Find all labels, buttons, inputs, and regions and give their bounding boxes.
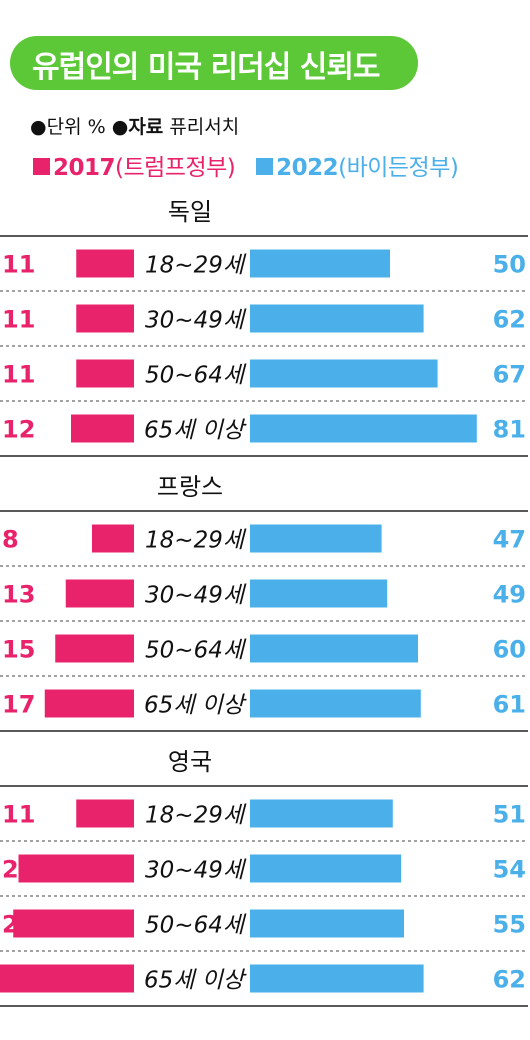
age-category-label: 30~49세 xyxy=(145,583,247,609)
value-label-2022: 81 xyxy=(493,416,526,444)
value-label-2017: 11 xyxy=(2,361,35,389)
value-label-2022: 55 xyxy=(493,911,526,939)
legend-item-2017: 2017(트럼프정부) xyxy=(33,155,242,181)
value-label-2022: 67 xyxy=(493,361,526,389)
bar-2022 xyxy=(250,909,404,938)
legend-swatch-2017 xyxy=(33,158,50,175)
bar-2017 xyxy=(55,634,134,663)
age-category-label: 50~64세 xyxy=(145,638,247,664)
value-label-2017: 11 xyxy=(2,251,35,279)
value-label-2017: 8 xyxy=(2,526,19,554)
bar-2017 xyxy=(76,249,134,278)
value-label-2017: 17 xyxy=(2,691,35,719)
value-label-2022: 51 xyxy=(493,801,526,829)
bar-2017 xyxy=(76,304,134,333)
value-label-2022: 62 xyxy=(493,306,526,334)
bar-2017 xyxy=(76,359,134,388)
bar-2022 xyxy=(250,634,418,663)
bar-2017 xyxy=(76,799,134,828)
value-label-2017: 11 xyxy=(2,801,35,829)
unit-label: 단위 xyxy=(46,116,82,138)
bar-2017 xyxy=(44,689,134,718)
age-category-label: 30~49세 xyxy=(145,858,247,884)
group-title: 영국 xyxy=(168,748,212,776)
value-label-2022: 60 xyxy=(493,636,526,664)
legend-swatch-2022 xyxy=(256,158,274,175)
age-category-label: 18~29세 xyxy=(145,528,247,554)
legend-note-2017: (트럼프정부) xyxy=(115,155,236,181)
source-value: 퓨리서치 xyxy=(169,116,240,138)
source-bullet: ● xyxy=(111,116,129,138)
bar-2022 xyxy=(250,689,421,718)
bar-2022 xyxy=(250,964,424,993)
legend-year-2017: 2017 xyxy=(53,155,116,181)
bar-2017 xyxy=(0,964,134,993)
value-label-2017: 12 xyxy=(2,416,35,444)
age-category-label: 50~64세 xyxy=(145,913,247,939)
age-category-label: 18~29세 xyxy=(145,253,247,279)
bar-2022 xyxy=(250,524,382,553)
age-category-label: 18~29세 xyxy=(145,803,247,829)
value-label-2017: 28 xyxy=(2,966,35,994)
age-category-label: 30~49세 xyxy=(145,308,247,334)
bar-2022 xyxy=(250,414,477,443)
value-label-2022: 49 xyxy=(493,581,526,609)
legend: 2017(트럼프정부) 2022(바이든정부) xyxy=(33,148,459,182)
bar-2022 xyxy=(250,854,402,883)
bar-2022 xyxy=(250,799,393,828)
chart-title: 유럽인의 미국 리더십 신뢰도 xyxy=(32,50,381,85)
value-label-2017: 23 xyxy=(2,911,35,939)
bar-2017 xyxy=(18,854,134,883)
title-background xyxy=(10,36,418,90)
value-label-2017: 11 xyxy=(2,306,35,334)
group-title: 프랑스 xyxy=(157,473,223,501)
value-label-2017: 22 xyxy=(2,856,35,884)
source-label: 자료 xyxy=(128,116,164,138)
legend-item-2022: 2022(바이든정부) xyxy=(256,155,459,181)
bar-2017 xyxy=(92,524,134,553)
age-category-label: 65세 이상 xyxy=(144,418,247,444)
value-label-2022: 54 xyxy=(493,856,526,884)
bar-2022 xyxy=(250,304,424,333)
bar-2022 xyxy=(250,359,438,388)
age-category-label: 50~64세 xyxy=(145,363,247,389)
age-category-label: 65세 이상 xyxy=(144,693,247,719)
chart-meta: ●단위 % ●자료 퓨리서치 xyxy=(30,112,239,139)
bar-2022 xyxy=(250,579,388,608)
bar-2017 xyxy=(65,579,134,608)
bar-2017 xyxy=(13,909,134,938)
unit-bullet: ● xyxy=(30,116,47,138)
value-label-2022: 47 xyxy=(493,526,526,554)
bar-2017 xyxy=(71,414,134,443)
legend-note-2022: (바이든정부) xyxy=(338,155,459,181)
value-label-2017: 13 xyxy=(2,581,35,609)
bar-2022 xyxy=(250,249,390,278)
age-category-label: 65세 이상 xyxy=(144,968,247,994)
legend-year-2022: 2022 xyxy=(276,155,339,181)
value-label-2022: 62 xyxy=(493,966,526,994)
value-label-2017: 15 xyxy=(2,636,35,664)
value-label-2022: 50 xyxy=(493,251,526,279)
unit-value: % xyxy=(87,116,106,138)
value-label-2022: 61 xyxy=(493,691,526,719)
group-title: 독일 xyxy=(168,198,212,226)
